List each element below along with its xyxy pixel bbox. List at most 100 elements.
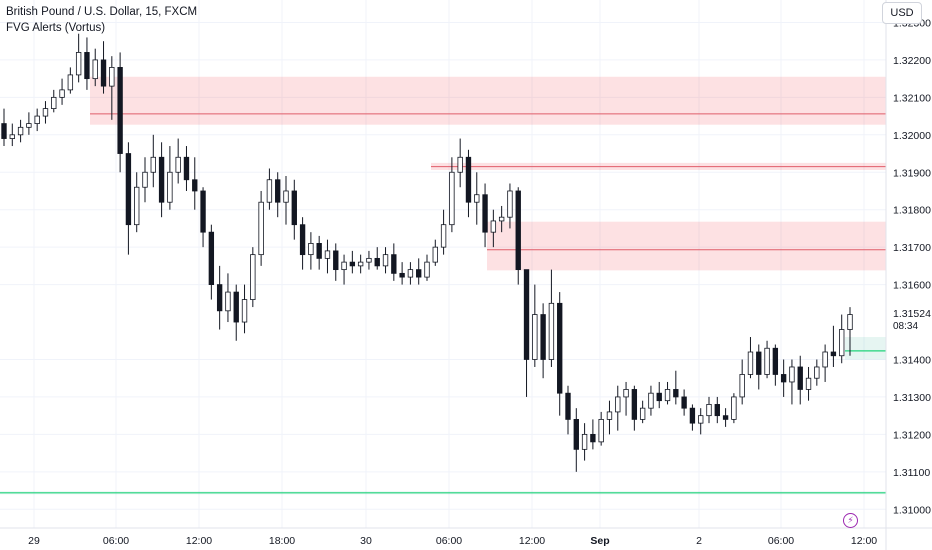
price-tick-label: 1.31200	[893, 429, 931, 441]
candle-body	[465, 156, 472, 203]
time-tick-label: 18:00	[269, 535, 295, 547]
price-tick-label: 1.32200	[893, 55, 931, 67]
candle-body	[689, 407, 696, 424]
candle-body	[382, 254, 389, 267]
candle-body	[117, 67, 123, 154]
bar-countdown-label: 08:34	[893, 321, 918, 332]
candle-body	[17, 126, 24, 136]
price-tick-label: 1.31800	[893, 205, 931, 217]
time-tick-label: 12:00	[519, 535, 545, 547]
price-tick-label: 1.31600	[893, 280, 931, 292]
candle-body	[440, 224, 447, 248]
candle-body	[316, 243, 322, 259]
currency-selector-button[interactable]: USD	[882, 2, 922, 24]
candle-body	[606, 411, 613, 420]
candle-body	[648, 392, 654, 409]
candle-body	[706, 404, 712, 417]
price-tick-label: 1.32100	[893, 92, 931, 104]
candle-body	[540, 314, 546, 360]
candle-body	[698, 415, 704, 424]
candle-body	[125, 153, 132, 226]
time-tick-label: 06:00	[436, 535, 462, 547]
candle-body	[250, 254, 256, 300]
candle-body	[241, 299, 248, 323]
price-tick-label: 1.31700	[893, 242, 931, 254]
candle-body	[142, 171, 148, 188]
candle-body	[42, 108, 49, 117]
candle-body	[739, 374, 745, 398]
candle-body	[341, 261, 347, 271]
bearish-fvg-zone	[487, 221, 886, 271]
candle-body	[208, 231, 215, 285]
candle-body	[507, 190, 513, 218]
time-tick-label: 29	[28, 535, 40, 547]
candle-body	[449, 171, 455, 226]
candle-body	[192, 179, 198, 192]
price-tick-label: 1.31900	[893, 167, 931, 179]
candle-body	[656, 392, 662, 402]
candle-body	[515, 190, 521, 271]
time-tick-label: 06:00	[768, 535, 794, 547]
candle-body	[324, 250, 331, 259]
candle-body	[299, 224, 306, 256]
candle-body	[200, 190, 206, 233]
candle-body	[216, 284, 223, 312]
candle-body	[233, 291, 239, 323]
candle-body	[482, 194, 488, 233]
candle-body	[175, 156, 181, 173]
candle-body	[1, 123, 7, 139]
candle-body	[67, 74, 74, 91]
candle-body	[598, 419, 604, 443]
candle-body	[847, 314, 853, 330]
candle-body	[780, 374, 787, 383]
candle-body	[498, 216, 505, 222]
candle-body	[26, 123, 32, 128]
candle-body	[283, 190, 289, 203]
candle-body	[399, 272, 405, 278]
candle-body	[731, 396, 737, 420]
candle-body	[391, 254, 397, 274]
candle-body	[34, 115, 40, 124]
candle-body	[673, 389, 679, 398]
price-tick-label: 1.31100	[893, 467, 930, 479]
bullish-fvg-zone	[845, 337, 886, 360]
candle-body	[308, 243, 314, 256]
candle-body	[225, 291, 231, 312]
candle-body	[839, 329, 845, 357]
price-tick-label: 1.31300	[893, 392, 931, 404]
candle-body	[134, 186, 140, 226]
candle-body	[772, 347, 779, 375]
candle-body	[714, 404, 720, 417]
candle-body	[59, 89, 65, 98]
candle-body	[183, 156, 190, 181]
candle-body	[573, 419, 579, 450]
indicator-name[interactable]: FVG Alerts (Vortus)	[6, 22, 106, 34]
candle-body	[333, 250, 339, 271]
candle-body	[830, 351, 837, 357]
candle-body	[557, 302, 563, 394]
lightning-bolt-icon[interactable]: ⚡	[843, 513, 858, 528]
candle-body	[100, 59, 107, 87]
candle-body	[664, 389, 671, 402]
candle-body	[805, 377, 812, 390]
candle-body	[565, 392, 571, 420]
price-tick-label: 1.31400	[893, 354, 931, 366]
time-tick-label: 12:00	[186, 535, 212, 547]
candle-body	[590, 433, 596, 443]
candle-body	[84, 52, 90, 80]
candle-body	[764, 347, 770, 375]
candle-body	[374, 257, 380, 267]
candle-body	[366, 257, 372, 263]
candle-body	[9, 134, 15, 139]
candle-body	[258, 201, 264, 256]
candle-body	[681, 396, 687, 409]
candle-body	[523, 269, 530, 360]
bearish-fvg-zone	[90, 76, 886, 125]
candle-body	[407, 269, 414, 278]
candle-body	[722, 415, 729, 420]
candle-body	[266, 179, 273, 203]
candle-body	[474, 194, 480, 203]
candle-body	[639, 407, 646, 420]
candle-body	[92, 59, 98, 80]
